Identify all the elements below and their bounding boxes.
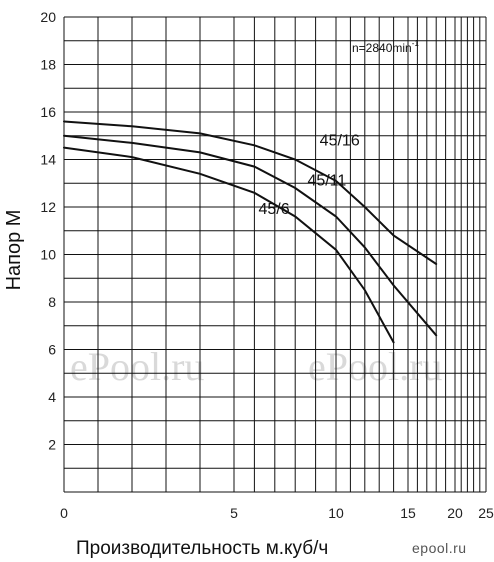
y-tick-label: 12 bbox=[40, 199, 56, 215]
y-axis-label: Напор М bbox=[3, 210, 25, 291]
x-tick-label: 5 bbox=[230, 505, 238, 521]
chart-grid bbox=[63, 16, 487, 493]
series-labels: 45/16 45/11 45/6 bbox=[258, 132, 359, 218]
series-curves bbox=[63, 120, 438, 344]
y-tick-label: 8 bbox=[48, 294, 56, 310]
y-tick-label: 2 bbox=[48, 437, 56, 453]
watermark-text: ePool.ru bbox=[70, 344, 204, 389]
series-curve-45-6 bbox=[63, 146, 395, 344]
y-tick-label: 20 bbox=[40, 9, 56, 25]
series-label: 45/16 bbox=[320, 132, 360, 149]
y-tick-label: 16 bbox=[40, 104, 56, 120]
speed-annotation: n=2840min-1 bbox=[352, 39, 419, 55]
site-logo: epool.ru bbox=[412, 540, 467, 556]
watermark-text: ePool.ru bbox=[308, 344, 442, 389]
series-curve-45-16 bbox=[63, 120, 438, 265]
x-axis-label: Производительность м.куб/ч bbox=[76, 538, 329, 559]
series-label: 45/6 bbox=[258, 201, 289, 218]
speed-annotation-sup: -1 bbox=[412, 39, 420, 48]
x-tick-label: 15 bbox=[400, 505, 416, 521]
x-tick-label: 25 bbox=[478, 505, 494, 521]
y-tick-label: 14 bbox=[40, 152, 56, 168]
x-tick-labels: 0 5 10 15 20 25 bbox=[60, 505, 494, 521]
y-tick-label: 18 bbox=[40, 57, 56, 73]
y-tick-label: 10 bbox=[40, 247, 56, 263]
series-label: 45/11 bbox=[307, 173, 346, 190]
x-tick-label: 20 bbox=[447, 505, 463, 521]
series-curve-45-11 bbox=[63, 134, 438, 337]
x-tick-label: 0 bbox=[60, 505, 68, 521]
speed-annotation-text: n=2840min bbox=[352, 41, 412, 55]
y-tick-labels: 2 4 6 8 10 12 14 16 18 20 bbox=[40, 9, 56, 453]
watermarks: ePool.ru ePool.ru bbox=[70, 344, 442, 389]
x-tick-label: 10 bbox=[328, 505, 344, 521]
y-tick-label: 4 bbox=[48, 389, 56, 405]
y-tick-label: 6 bbox=[48, 342, 56, 358]
